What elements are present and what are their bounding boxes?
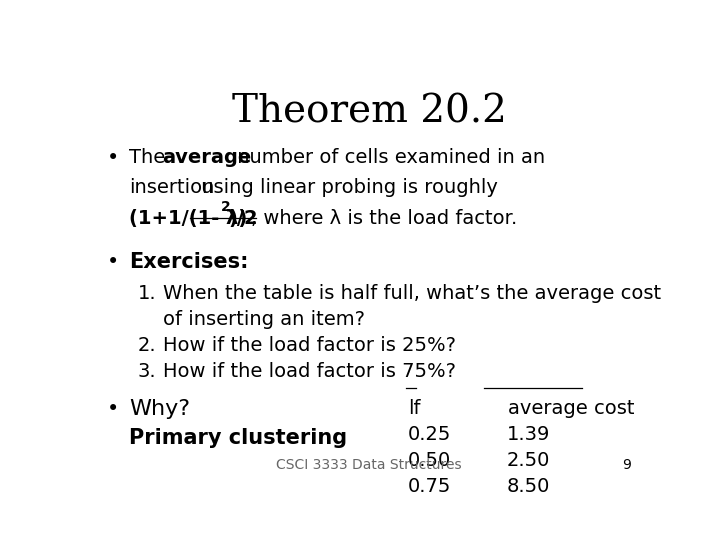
Text: How if the load factor is 25%?: How if the load factor is 25%? [163,336,456,355]
Text: 0.50: 0.50 [408,451,451,470]
Text: insertion: insertion [129,178,215,197]
Text: •: • [107,252,119,272]
Text: 2: 2 [221,199,230,213]
Text: 1.39: 1.39 [507,425,550,444]
Text: 0.25: 0.25 [408,425,451,444]
Text: CSCI 3333 Data Structures: CSCI 3333 Data Structures [276,458,462,472]
Text: Why?: Why? [129,399,190,418]
Text: of inserting an item?: of inserting an item? [163,310,364,329]
Text: average: average [162,148,251,167]
Text: , where λ is the load factor.: , where λ is the load factor. [251,208,518,228]
Text: 3.: 3. [138,362,156,381]
Text: Primary clustering: Primary clustering [129,428,347,448]
Text: •: • [107,399,119,418]
Text: 0.75: 0.75 [408,477,451,496]
Text: Theorem 20.2: Theorem 20.2 [232,94,506,131]
Text: When the table is half full, what’s the average cost: When the table is half full, what’s the … [163,284,661,302]
Text: 9: 9 [622,458,631,472]
Text: 1.: 1. [138,284,156,302]
Text: )/2: )/2 [228,208,258,228]
Text: 8.50: 8.50 [507,477,550,496]
Text: The: The [129,148,171,167]
Text: number of cells examined in an: number of cells examined in an [231,148,545,167]
Text: 2.: 2. [138,336,156,355]
Text: •: • [107,148,119,168]
Text: 2.50: 2.50 [507,451,550,470]
Text: average cost: average cost [508,399,635,417]
Text: (1+1/(1- λ): (1+1/(1- λ) [129,208,247,228]
Text: Exercises:: Exercises: [129,252,248,272]
Text: lf: lf [408,399,420,417]
Text: using linear probing is roughly: using linear probing is roughly [195,178,498,197]
Text: How if the load factor is 75%?: How if the load factor is 75%? [163,362,456,381]
